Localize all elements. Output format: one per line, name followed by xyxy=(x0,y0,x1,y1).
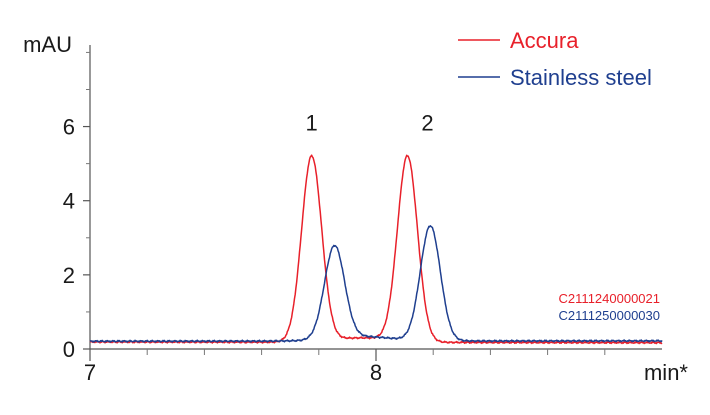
y-tick-label: 4 xyxy=(63,189,75,214)
legend-item-stainless-steel: Stainless steel xyxy=(458,65,652,90)
x-tick-label: 8 xyxy=(370,360,382,385)
y-axis-unit: mAU xyxy=(23,32,72,57)
legend-label-accura: Accura xyxy=(510,28,579,53)
series-line-stainless-steel xyxy=(89,225,663,343)
sample-id-accura: C2111240000021 xyxy=(559,291,660,306)
legend-item-accura: Accura xyxy=(458,28,579,53)
series-layer xyxy=(89,154,663,345)
y-tick-label: 0 xyxy=(63,337,75,362)
y-ticks: 0 2 4 6 xyxy=(63,51,90,362)
legend: Accura Stainless steel xyxy=(458,28,652,90)
y-tick-label: 2 xyxy=(63,263,75,288)
peak-label: 1 xyxy=(306,110,318,135)
x-axis-unit: min* xyxy=(644,360,688,385)
x-tick-label: 7 xyxy=(84,360,96,385)
sample-id-stainless-steel: C2111250000030 xyxy=(559,308,660,323)
sample-ids: C2111240000021 C2111250000030 xyxy=(559,291,660,323)
peak-label: 2 xyxy=(421,110,433,135)
legend-label-stainless-steel: Stainless steel xyxy=(510,65,652,90)
y-tick-label: 6 xyxy=(63,115,75,140)
